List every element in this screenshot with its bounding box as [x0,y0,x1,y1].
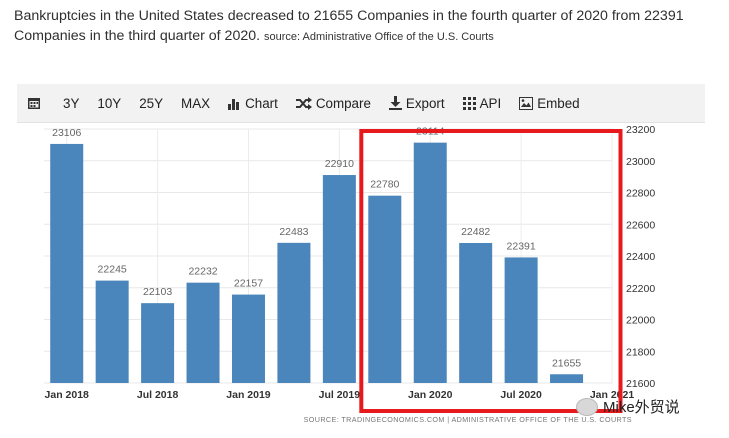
range-max-button[interactable]: MAX [181,95,211,111]
y-tick-label: 21800 [626,346,655,358]
bar-value-label: 22232 [188,266,217,278]
watermark-text: Mike外贸说 [603,399,680,416]
bar[interactable] [504,257,538,383]
bar[interactable] [95,280,129,383]
y-tick-label: 22600 [626,219,655,231]
compare-button[interactable]: Compare [295,95,371,111]
x-tick-label: Jan 2021 [590,389,635,401]
grid-icon [462,96,476,110]
chart-toolbar: 3Y 10Y 25Y MAX Chart Compare Export API … [17,84,705,123]
watermark: Mike外贸说 [576,396,680,417]
chart-data-labels: 23106 22245 22103 22232 22157 22483 22910 22780… [52,126,581,370]
highlight-box [359,129,623,413]
y-tick-label: 22000 [626,315,655,327]
bar-value-label: 23106 [52,127,81,139]
embed-button-label: Embed [537,95,580,111]
x-tick-label: Jul 2020 [500,389,542,401]
api-button[interactable]: API [462,95,502,111]
download-icon [388,96,402,110]
chart-button-label: Chart [245,95,278,111]
export-button[interactable]: Export [388,95,445,111]
y-tick-label: 22800 [626,188,655,200]
export-button-label: Export [405,95,445,111]
bar-value-label: 22157 [234,278,263,290]
api-button-label: API [479,95,502,111]
bar[interactable] [368,195,402,383]
bar-value-label: 21655 [552,357,581,369]
bar-value-label: 22483 [279,226,308,238]
calendar-icon[interactable] [27,96,45,110]
bar[interactable] [141,303,175,383]
bar-value-label: 22245 [98,264,127,276]
chart-bars [50,142,584,383]
bar[interactable] [186,282,220,383]
wechat-icon [576,397,598,416]
y-tick-label: 23000 [626,156,655,168]
headline: Bankruptcies in the United States decrea… [14,6,714,47]
y-tick-label: 22400 [626,251,655,263]
headline-text: Bankruptcies in the United States decrea… [14,8,684,44]
x-tick-label: Jan 2018 [45,389,90,401]
bar[interactable] [550,374,584,383]
embed-button[interactable]: Embed [519,95,580,111]
image-icon [519,96,534,110]
bar-value-label: 22103 [143,286,172,298]
chart-x-axis: Jan 2018 Jul 2018 Jan 2019 Jul 2019 Jan 2020… [45,389,635,401]
bar-value-label: 22780 [370,179,399,191]
headline-source: source: Administrative Office of the U.S… [264,31,494,43]
bar[interactable] [459,242,493,383]
bar-value-label: 22910 [325,158,354,170]
range-25y-button[interactable]: 25Y [139,95,164,111]
x-tick-label: Jul 2018 [137,389,179,401]
bar-value-label: 22391 [507,240,536,252]
range-10y-button[interactable]: 10Y [97,95,122,111]
bar-value-label: 22482 [461,226,490,238]
range-3y-button[interactable]: 3Y [63,95,80,111]
shuffle-icon [295,96,312,110]
chart-y-axis: 21600 21800 22000 22200 22400 22600 22800 23000… [626,124,655,390]
x-tick-label: Jan 2020 [408,389,453,401]
chart-button[interactable]: Chart [228,96,278,111]
bar[interactable] [413,142,447,383]
x-tick-label: Jan 2019 [226,389,271,401]
y-tick-label: 23200 [626,124,655,136]
chart-source: SOURCE: TRADINGECONOMICS.COM | ADMINISTR… [304,415,632,424]
bar-chart-icon [228,98,240,110]
y-tick-label: 22200 [626,283,655,295]
bar[interactable] [231,294,265,383]
x-tick-label: Jul 2019 [319,389,361,401]
bar[interactable] [50,143,84,383]
y-tick-label: 21600 [626,378,655,390]
bar[interactable] [277,242,311,383]
bar[interactable] [322,175,356,383]
compare-button-label: Compare [315,95,371,111]
